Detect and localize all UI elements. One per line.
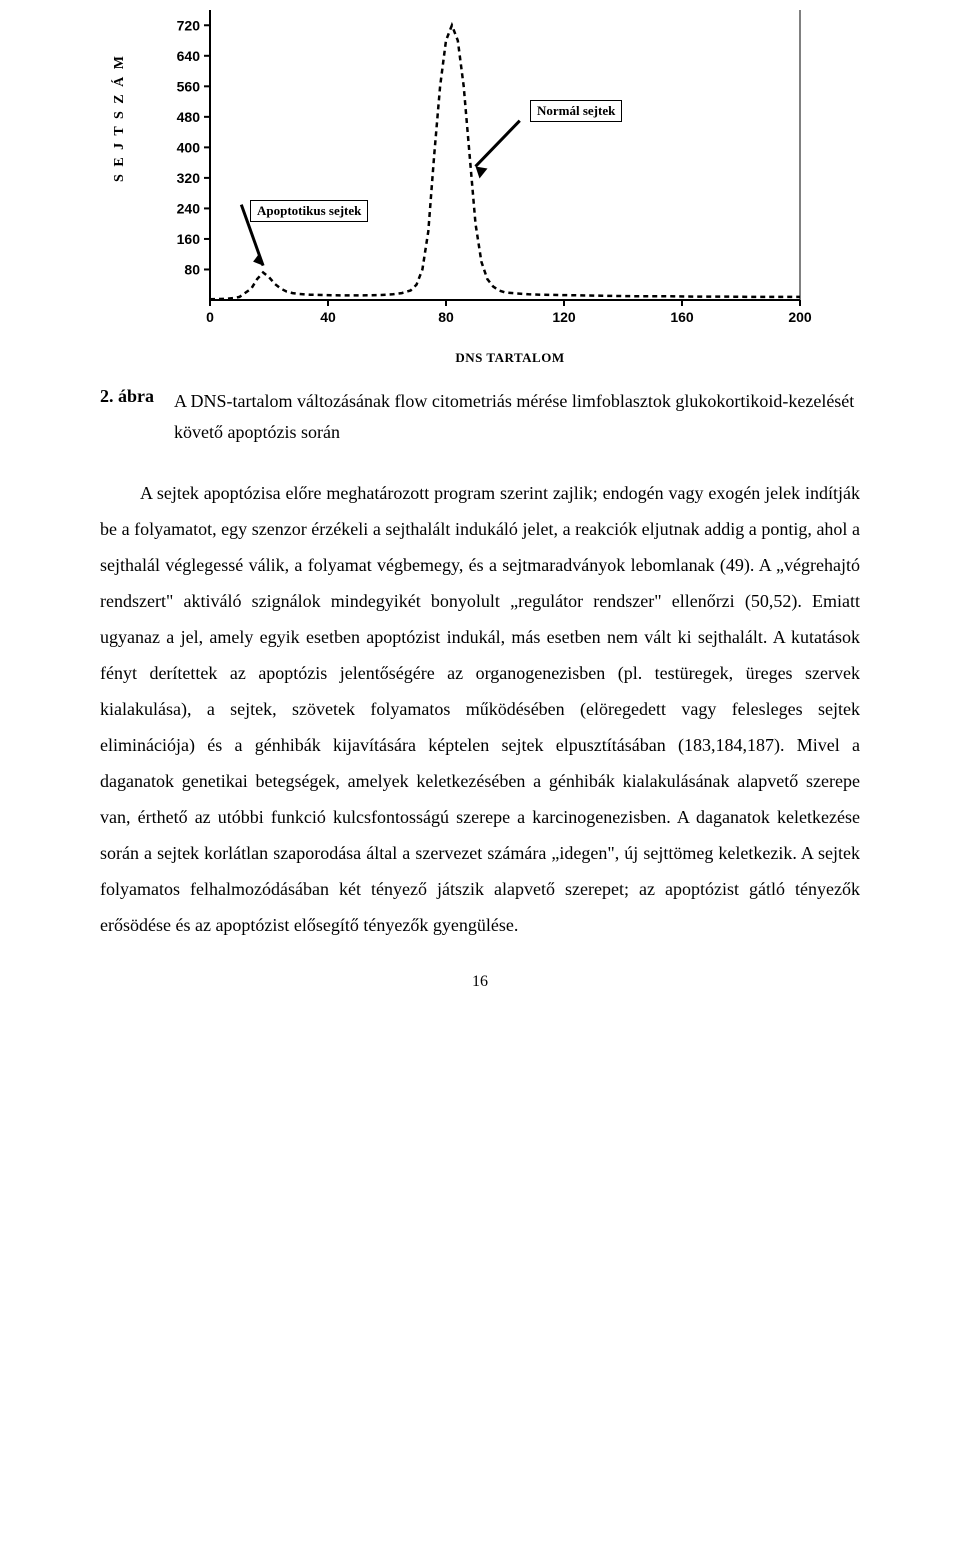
histogram-chart: S E J T S Z Á M 801602403204004805606407…	[140, 0, 820, 330]
chart-svg: 80 160 240 320 400 480 560 640 720 0 40 80 120 160 200	[140, 0, 820, 330]
annotation-normal-text: Normál sejtek	[537, 103, 615, 118]
annotation-apoptotic-box: Apoptotikus sejtek	[250, 200, 368, 222]
figure-caption: A DNS-tartalom változásának flow citomet…	[174, 386, 860, 447]
svg-text:320: 320	[177, 170, 201, 186]
svg-text:80: 80	[438, 309, 454, 325]
page-number: 16	[100, 973, 860, 991]
svg-text:160: 160	[177, 231, 201, 247]
svg-text:120: 120	[552, 309, 576, 325]
svg-text:720: 720	[177, 17, 201, 33]
svg-text:200: 200	[788, 309, 812, 325]
svg-text:80: 80	[184, 261, 200, 277]
x-axis-label: DNS TARTALOM	[160, 350, 860, 366]
svg-text:640: 640	[177, 48, 201, 64]
annotation-normal-box: Normál sejtek	[530, 100, 622, 122]
figure-caption-row: 2. ábra A DNS-tartalom változásának flow…	[100, 386, 860, 447]
svg-text:160: 160	[670, 309, 694, 325]
svg-text:560: 560	[177, 78, 201, 94]
svg-text:240: 240	[177, 200, 201, 216]
svg-text:400: 400	[177, 139, 201, 155]
svg-text:40: 40	[320, 309, 336, 325]
figure-number: 2. ábra	[100, 386, 154, 407]
annotation-apoptotic-text: Apoptotikus sejtek	[257, 203, 361, 218]
y-axis-label: S E J T S Z Á M	[112, 54, 128, 182]
svg-text:480: 480	[177, 109, 201, 125]
svg-text:0: 0	[206, 309, 214, 325]
body-paragraph: A sejtek apoptózisa előre meghatározott …	[100, 475, 860, 943]
